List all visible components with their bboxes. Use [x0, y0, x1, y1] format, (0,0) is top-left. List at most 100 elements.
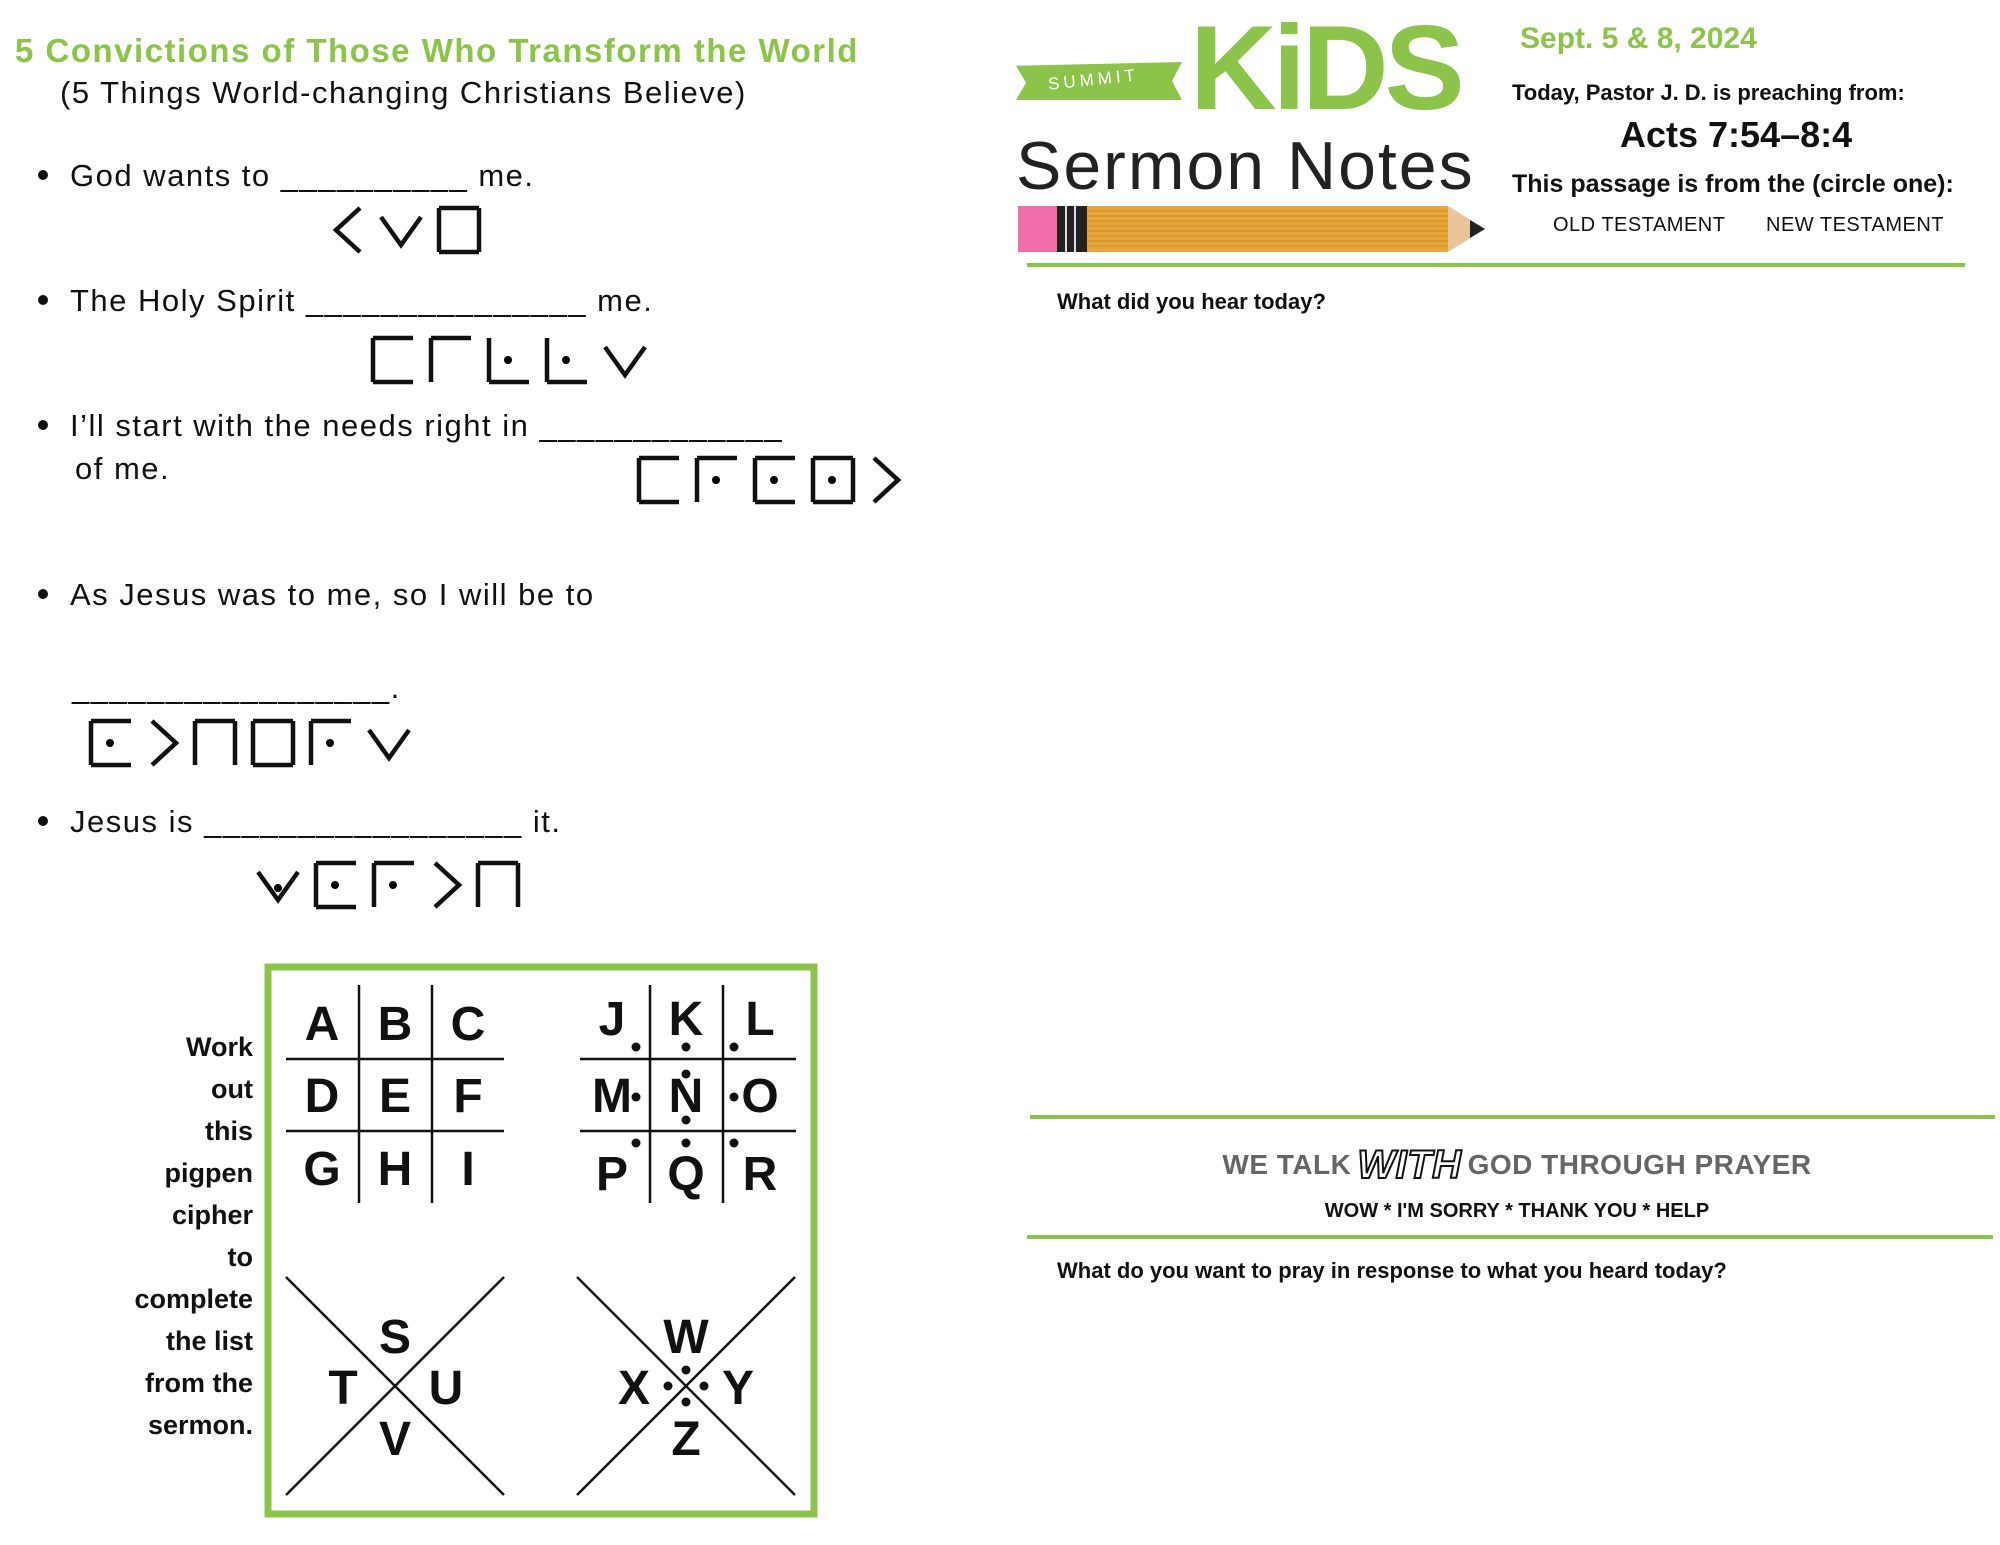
- cipher-key-dot: [681, 1365, 691, 1375]
- cipher-glyph-icon: [436, 205, 482, 255]
- instruction-line: pigpen: [164, 1158, 254, 1188]
- kids-logo: KiDS: [1190, 1, 1465, 135]
- prayer-banner: WE TALK WITH GOD THROUGH PRAYER: [0, 1142, 2000, 1188]
- cipher-glyph-icon: [371, 860, 414, 907]
- fill-blank: _________________.: [72, 670, 401, 705]
- sentence-4: As Jesus was to me, so I will be to: [38, 577, 595, 613]
- hear-prompt: What did you hear today?: [1057, 289, 1326, 314]
- instruction-line: from the: [145, 1368, 253, 1398]
- cipher-dot: [326, 739, 334, 747]
- prayer-banner-text: GOD THROUGH PRAYER: [1467, 1149, 1812, 1180]
- cipher-key-letter: E: [379, 1070, 411, 1123]
- cipher-key-letter: V: [379, 1413, 411, 1466]
- cipher-key-letter: C: [451, 998, 486, 1051]
- cipher-key-letter: Z: [671, 1413, 700, 1466]
- cipher-glyph-icon: [250, 718, 296, 768]
- sentence-text: I’ll start with the needs right in: [70, 408, 530, 443]
- option-old-testament[interactable]: OLD TESTAMENT: [1553, 214, 1726, 236]
- cipher-key-letter: K: [669, 993, 704, 1046]
- instruction-line: complete: [134, 1284, 253, 1314]
- cipher-glyph-icon: [428, 335, 471, 382]
- fill-blank: __________: [280, 158, 469, 193]
- divider: [1027, 1235, 1993, 1239]
- prayer-steps: WOW * I'M SORRY * THANK YOU * HELP: [1324, 1200, 1710, 1222]
- cipher-key-dot: [631, 1138, 641, 1148]
- cipher-dot: [274, 884, 282, 892]
- sentence-3-continued: of me.: [75, 451, 171, 486]
- pray-prompt: What do you want to pray in response to …: [1057, 1258, 1727, 1283]
- cipher-key-dot: [681, 1397, 691, 1407]
- passage-reference: Acts 7:54–8:4: [1620, 114, 1853, 155]
- divider: [1030, 1115, 1995, 1119]
- prayer-banner-with: WITH: [1356, 1142, 1462, 1188]
- worksheet-subtitle: (5 Things World-changing Christians Beli…: [60, 75, 747, 110]
- cipher-dot: [504, 356, 512, 364]
- cipher-glyph-icon: [433, 861, 463, 909]
- cipher-key-border: [264, 963, 818, 1518]
- instruction-line: the list: [165, 1326, 253, 1356]
- cipher-key-dot: [681, 1042, 691, 1052]
- cipher-key-letter: F: [453, 1070, 482, 1123]
- cipher-glyph-icon: [752, 455, 795, 505]
- cipher-key-letter: N: [669, 1070, 704, 1123]
- sentence-text: it.: [532, 804, 562, 839]
- cipher-dot: [828, 476, 836, 484]
- worksheet-title: 5 Convictions of Those Who Transform the…: [15, 32, 859, 69]
- cipher-key-letter: P: [596, 1148, 628, 1201]
- cipher-key-letter: Q: [667, 1148, 704, 1201]
- cipher-glyph-icon: [313, 860, 356, 910]
- cipher-glyph-icon: [308, 718, 351, 765]
- cipher-glyph-icon: [256, 870, 300, 904]
- date: Sept. 5 & 8, 2024: [1520, 22, 1757, 55]
- cipher-key-letter: I: [461, 1143, 474, 1196]
- option-new-testament[interactable]: NEW TESTAMENT: [1766, 214, 1944, 236]
- sentence-3: I’ll start with the needs right in _____…: [38, 408, 783, 444]
- sentence-1: God wants to __________ me.: [38, 158, 535, 194]
- cipher-dot: [389, 881, 397, 889]
- divider: [1027, 263, 1965, 267]
- fill-blank: _____________: [539, 408, 784, 443]
- cipher-key-letter: X: [618, 1362, 650, 1415]
- cipher-word-4: [88, 718, 412, 768]
- instruction-line: this: [204, 1116, 253, 1146]
- pastor-line: Today, Pastor J. D. is preaching from:: [1512, 80, 1905, 105]
- sentence-5: Jesus is _________________ it.: [38, 804, 561, 840]
- instruction-line: cipher: [171, 1200, 253, 1230]
- cipher-key-letter: J: [599, 993, 626, 1046]
- prayer-banner-text: WE TALK: [1222, 1149, 1352, 1180]
- cipher-dot: [106, 739, 114, 747]
- cipher-glyph-icon: [810, 455, 856, 505]
- instruction-line: to: [227, 1242, 253, 1272]
- sentence-text: me.: [597, 283, 654, 318]
- cipher-key-letter: L: [745, 993, 774, 1046]
- cipher-key-letter: U: [429, 1362, 464, 1415]
- cipher-word-3: [636, 455, 902, 505]
- pencil-icon: [1018, 206, 1485, 252]
- cipher-key-letter: D: [305, 1070, 340, 1123]
- cipher-key-dot: [663, 1381, 673, 1391]
- cipher-glyph-icon: [694, 455, 737, 502]
- sentence-text: Jesus is: [70, 804, 194, 839]
- cipher-key-dot: [729, 1092, 739, 1102]
- cipher-key-dot: [631, 1042, 641, 1052]
- cipher-dot: [331, 881, 339, 889]
- cipher-word-1: [332, 205, 482, 255]
- cipher-key-letter: S: [379, 1311, 411, 1364]
- sentence-text: As Jesus was to me, so I will be to: [70, 577, 595, 612]
- sermon-notes-logo: Sermon Notes: [1016, 128, 1475, 204]
- cipher-glyph-icon: [379, 215, 423, 249]
- cipher-glyph-icon: [636, 455, 679, 505]
- sentence-text: The Holy Spirit: [70, 283, 296, 318]
- cipher-glyph-icon: [872, 456, 902, 504]
- cipher-word-2: [370, 335, 648, 385]
- cipher-word-5: [255, 860, 521, 910]
- circle-one-prompt: This passage is from the (circle one):: [1512, 170, 1954, 198]
- cipher-key-letter: Y: [722, 1362, 754, 1415]
- cipher-key-dot: [729, 1042, 739, 1052]
- cipher-glyph-icon: [150, 719, 180, 767]
- instruction-line: Work: [185, 1032, 253, 1062]
- cipher-key-dot: [681, 1069, 691, 1079]
- cipher-glyph-icon: [486, 338, 529, 385]
- cipher-glyph-icon: [544, 338, 587, 385]
